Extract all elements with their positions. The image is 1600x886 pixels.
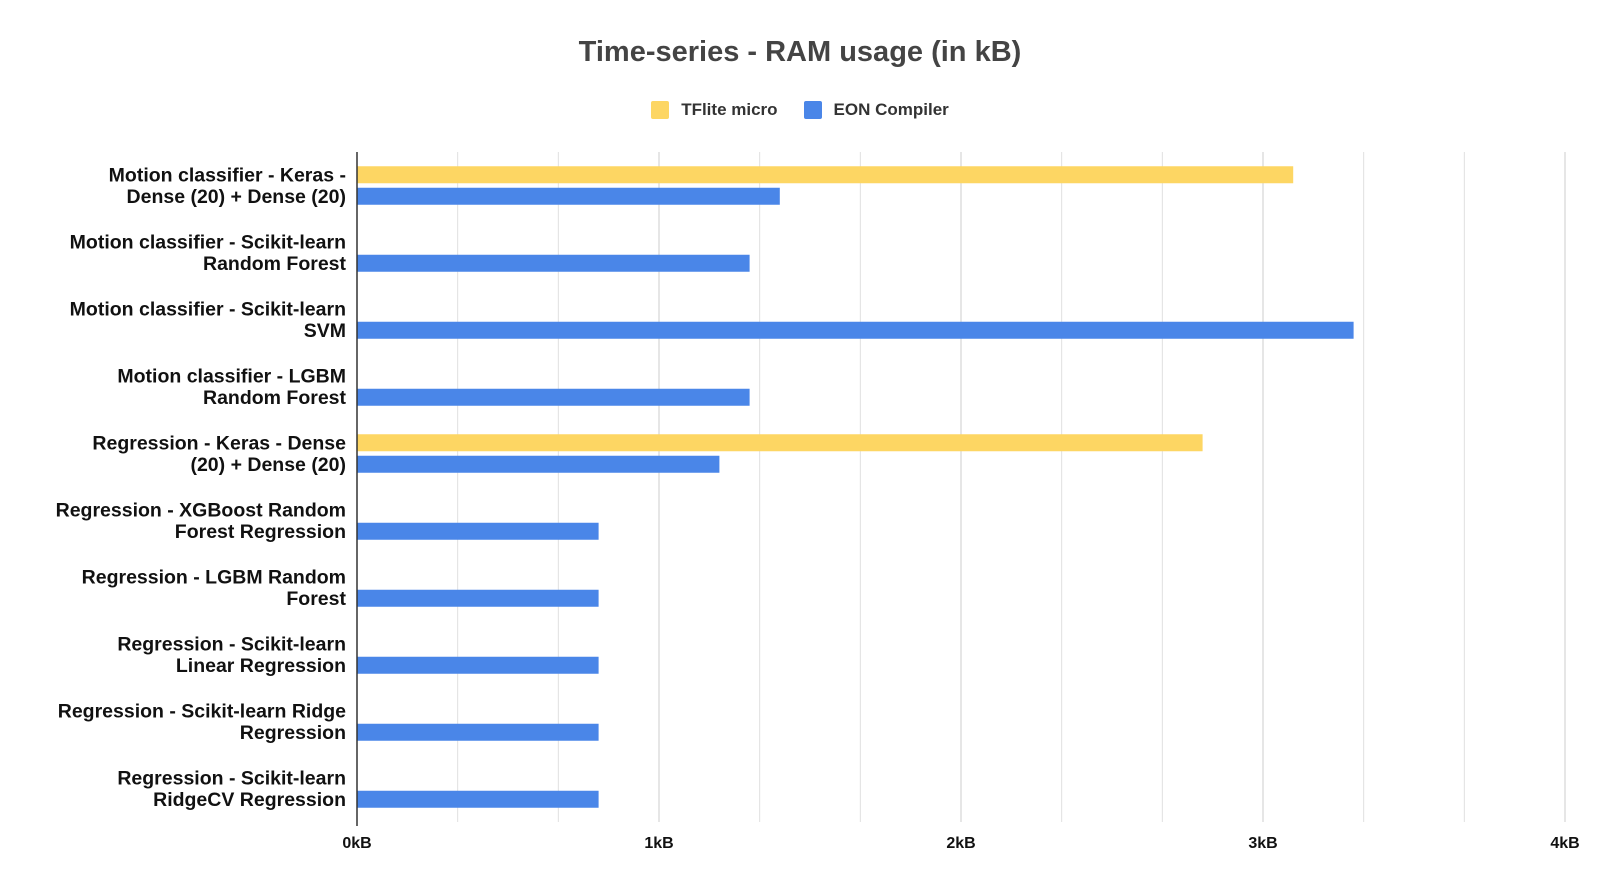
legend-label-tflite: TFlite micro — [681, 100, 778, 119]
x-tick-label-1: 1kB — [644, 835, 673, 852]
category-label-1-0: Motion classifier - Scikit-learn — [70, 232, 346, 254]
bar-eon-1 — [357, 254, 750, 272]
legend-swatch-tflite — [651, 101, 670, 119]
bar-eon-7 — [357, 656, 599, 674]
category-label-4-0: Regression - Keras - Dense — [92, 433, 346, 455]
category-label-1-1: Random Forest — [203, 253, 347, 275]
legend: TFlite micro EON Compiler — [0, 100, 1600, 120]
category-label-8-1: Regression — [240, 722, 346, 744]
category-label-9-0: Regression - Scikit-learn — [117, 768, 346, 790]
x-tick-label-0: 0kB — [342, 835, 371, 852]
x-tick-labels: 0kB 1kB 2kB 3kB 4kB — [342, 835, 1579, 852]
category-label-9-1: RidgeCV Regression — [153, 789, 346, 811]
x-tick-label-2: 2kB — [946, 835, 975, 852]
category-label-2-0: Motion classifier - Scikit-learn — [70, 299, 346, 321]
gridlines — [356, 152, 1566, 822]
legend-entry-tflite: TFlite micro — [651, 100, 778, 120]
bar-eon-9 — [357, 790, 599, 808]
category-labels: Motion classifier - Keras -Dense (20) + … — [56, 165, 347, 812]
bar-eon-3 — [357, 388, 750, 406]
bar-eon-5 — [357, 522, 599, 540]
x-tick-label-3: 3kB — [1248, 835, 1277, 852]
bar-eon-2 — [357, 321, 1354, 339]
category-label-5-1: Forest Regression — [175, 521, 346, 543]
category-label-5-0: Regression - XGBoost Random — [56, 500, 346, 522]
category-label-0-0: Motion classifier - Keras - — [109, 165, 346, 187]
x-tick-label-4: 4kB — [1550, 835, 1579, 852]
bar-eon-6 — [357, 589, 599, 607]
category-label-3-1: Random Forest — [203, 387, 347, 409]
bar-tflite-0 — [357, 166, 1294, 184]
category-label-0-1: Dense (20) + Dense (20) — [127, 186, 346, 208]
legend-label-eon: EON Compiler — [833, 100, 949, 119]
legend-swatch-eon — [803, 101, 822, 119]
category-label-7-0: Regression - Scikit-learn — [117, 634, 346, 656]
bar-eon-4 — [357, 455, 720, 473]
category-label-6-1: Forest — [286, 588, 346, 610]
chart-title: Time-series - RAM usage (in kB) — [578, 36, 1022, 68]
category-label-8-0: Regression - Scikit-learn Ridge — [58, 701, 346, 723]
bar-eon-8 — [357, 723, 599, 741]
bar-tflite-4 — [357, 434, 1203, 452]
category-label-4-1: (20) + Dense (20) — [190, 454, 346, 476]
bars — [357, 166, 1354, 808]
category-label-2-1: SVM — [304, 320, 346, 342]
category-label-6-0: Regression - LGBM Random — [82, 567, 346, 589]
legend-entry-eon: EON Compiler — [803, 100, 949, 120]
category-label-7-1: Linear Regression — [176, 655, 346, 677]
bar-eon-0 — [357, 187, 780, 205]
category-label-3-0: Motion classifier - LGBM — [117, 366, 346, 388]
